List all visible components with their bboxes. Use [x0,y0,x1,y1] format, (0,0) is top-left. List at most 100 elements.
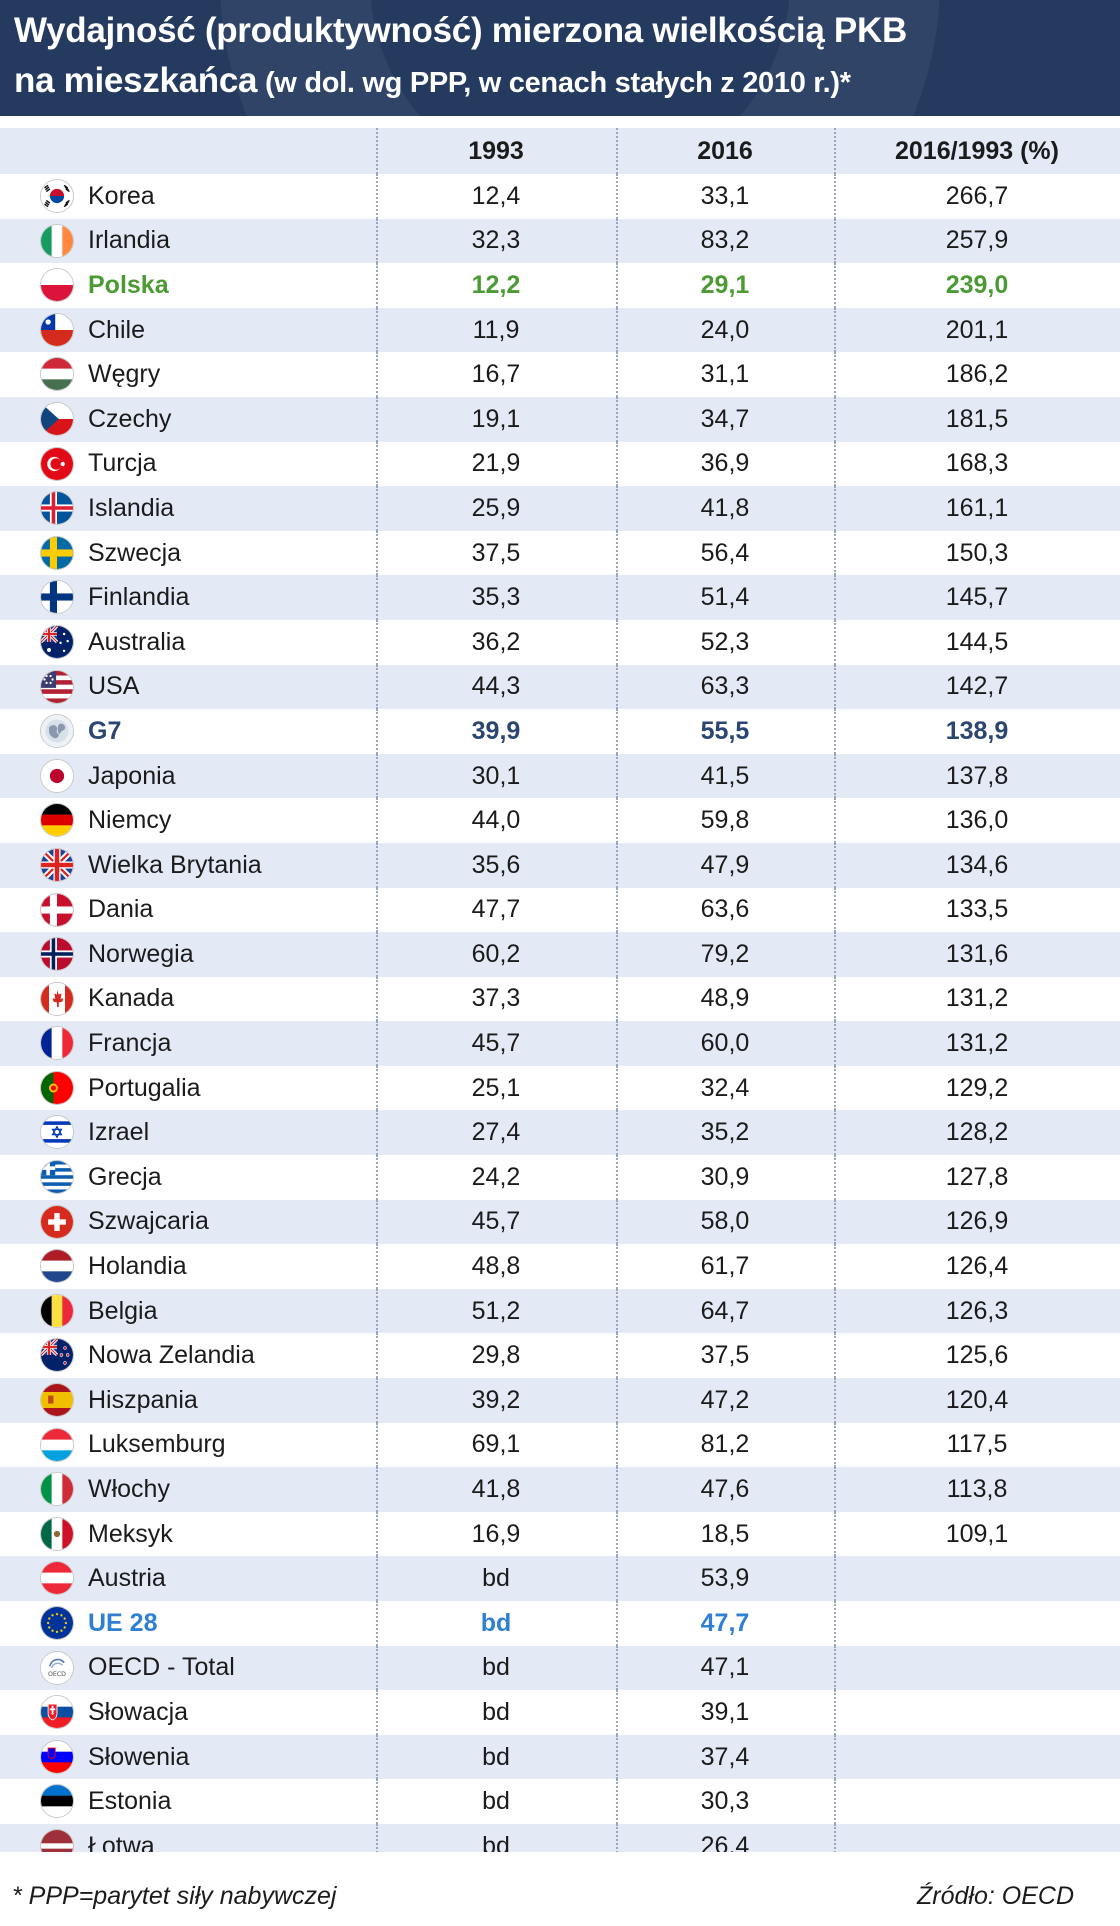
belgium-flag-icon [40,1293,74,1328]
value-ratio: 109,1 [945,1519,1009,1548]
table-row: Włochy 41,8 47,6 113,8 [0,1467,1120,1512]
data-table: 1993 2016 2016/1993 (%) Korea 12,4 33,1 266… [0,128,1120,1852]
switzerland-flag-icon [40,1204,74,1239]
value-ratio: 129,2 [945,1073,1009,1102]
value-1993: 36,2 [471,627,521,656]
footer: * PPP=parytet siły nabywczej Źródło: OEC… [0,1878,1120,1918]
value-1993: bd [480,1608,512,1637]
value-1993: 39,2 [471,1385,521,1414]
chile-flag-icon [40,312,74,347]
header-banner: Wydajność (produktywność) mierzona wielk… [0,0,1120,116]
value-ratio: 134,6 [945,850,1009,879]
value-1993: bd [482,1653,510,1682]
netherlands-flag-icon [40,1249,74,1284]
country-name: Łotwa [88,1831,155,1852]
value-ratio: 239,0 [945,270,1009,299]
column-header-2016: 2016 [697,136,753,165]
country-name: Holandia [88,1252,187,1281]
value-ratio: 150,3 [945,538,1009,567]
country-name: Nowa Zelandia [88,1341,255,1370]
value-ratio: 201,1 [945,315,1009,344]
value-2016: 81,2 [700,1430,750,1459]
table-row: Grecja 24,2 30,9 127,8 [0,1155,1120,1200]
value-2016: 35,2 [700,1118,750,1147]
eu-flag-icon [40,1606,74,1640]
usa-flag-icon [40,669,74,704]
table-header-row: 1993 2016 2016/1993 (%) [0,128,1120,174]
country-name: Szwecja [88,538,182,567]
value-1993: 27,4 [471,1118,521,1147]
value-ratio: 125,6 [945,1341,1009,1370]
value-1993: 47,7 [471,895,521,924]
table-row: USA 44,3 63,3 142,7 [0,664,1120,710]
value-ratio: 126,3 [945,1296,1009,1325]
value-ratio [834,1824,1120,1852]
value-1993: bd [482,1742,510,1771]
value-2016: 30,9 [700,1162,750,1191]
table-row: Estonia bd 30,3 [0,1779,1120,1824]
iceland-flag-icon [40,491,74,526]
table-row: Australia 36,2 52,3 144,5 [0,619,1120,665]
value-ratio: 181,5 [945,404,1009,433]
table-row: Izrael 27,4 35,2 128,2 [0,1110,1120,1156]
country-name: Estonia [88,1787,172,1816]
uk-flag-icon [40,847,74,882]
value-ratio: 186,2 [945,360,1009,389]
table-row: Słowenia bd 37,4 [0,1734,1120,1780]
value-1993: 16,9 [471,1519,521,1548]
table-row: Japonia 30,1 41,5 137,8 [0,753,1120,799]
country-name: Luksemburg [88,1430,226,1459]
portugal-flag-icon [40,1070,74,1105]
table-row: Belgia 51,2 64,7 126,3 [0,1288,1120,1334]
table-row: Chile 11,9 24,0 201,1 [0,307,1120,353]
table-row: Meksyk 16,9 18,5 109,1 [0,1511,1120,1557]
value-1993: 69,1 [471,1430,521,1459]
table-row: Islandia 25,9 41,8 161,1 [0,486,1120,531]
canada-flag-icon [40,981,74,1016]
value-1993: 35,3 [471,583,521,612]
denmark-flag-icon [40,892,74,927]
title-line-2: na mieszkańca [14,61,258,100]
japan-flag-icon [40,758,74,793]
slovakia-flag-icon [40,1695,74,1730]
value-ratio: 131,6 [945,939,1009,968]
value-2016: 59,8 [700,806,750,835]
country-name: Austria [88,1564,166,1593]
value-ratio [834,1646,1120,1691]
value-1993: 45,7 [471,1207,521,1236]
column-header-1993: 1993 [468,136,524,165]
table-row: Korea 12,4 33,1 266,7 [0,174,1120,219]
country-name: Słowacja [88,1697,189,1726]
australia-flag-icon [40,624,74,659]
value-1993: 41,8 [471,1475,521,1504]
value-2016: 47,2 [700,1385,750,1414]
country-name: Islandia [88,493,175,522]
value-1993: 39,9 [471,716,521,745]
value-2016: 34,7 [700,404,750,433]
value-ratio [834,1735,1120,1780]
value-1993: 24,2 [471,1162,521,1191]
table-row: Czechy 19,1 34,7 181,5 [0,396,1120,442]
value-1993: 30,1 [471,761,521,790]
country-name: Irlandia [88,226,170,255]
value-2016: 58,0 [700,1207,750,1236]
country-name: Wielka Brytania [88,850,262,879]
country-name: Turcja [88,449,157,478]
table-row: Węgry 16,7 31,1 186,2 [0,352,1120,397]
finland-flag-icon [40,580,74,615]
title-subtitle: (w dol. wg PPP, w cenach stałych z 2010 … [257,67,851,99]
value-ratio: 117,5 [946,1430,1008,1459]
poland-flag-icon [40,268,74,303]
source-note: Źródło: OECD [917,1882,1074,1910]
value-1993: 11,9 [472,315,520,344]
country-name: Japonia [88,761,176,790]
table-row: Wielka Brytania 35,6 47,9 134,6 [0,842,1120,888]
table-row: Szwecja 37,5 56,4 150,3 [0,530,1120,576]
value-1993: 25,9 [471,493,521,522]
table-row: Kanada 37,3 48,9 131,2 [0,976,1120,1022]
value-2016: 39,1 [700,1697,750,1726]
value-2016: 24,0 [700,315,750,344]
country-name: Słowenia [88,1742,190,1771]
country-name: Finlandia [88,583,190,612]
value-2016: 37,4 [700,1742,750,1771]
